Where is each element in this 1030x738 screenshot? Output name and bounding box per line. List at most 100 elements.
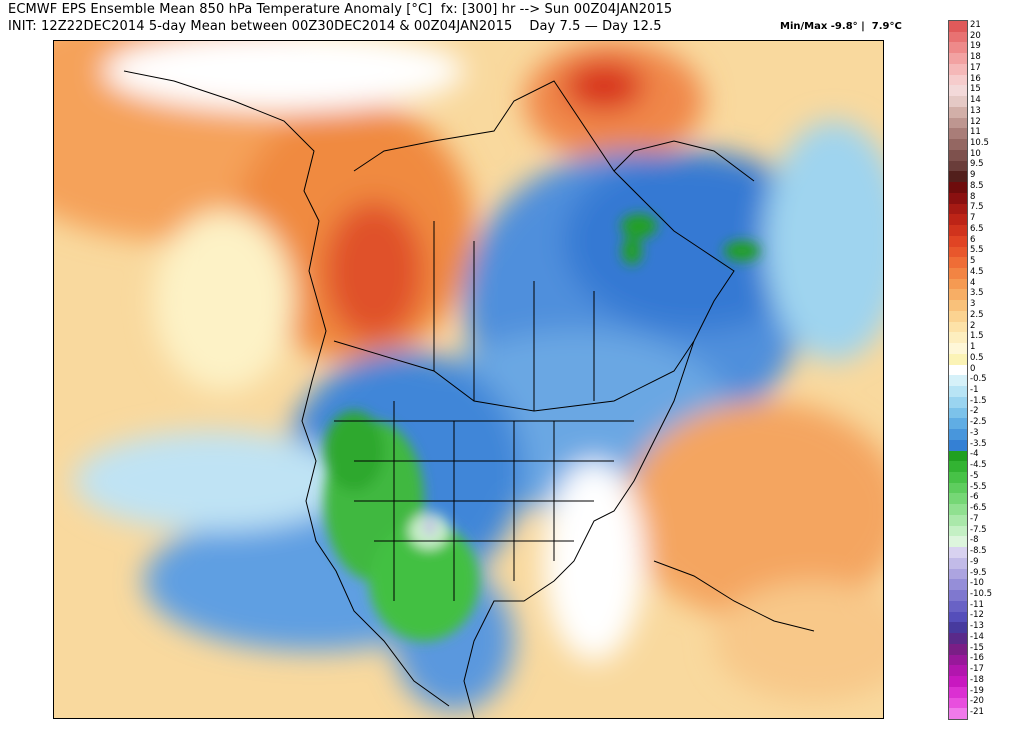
warm-core-greenland [564, 61, 644, 111]
colorbar [948, 20, 968, 720]
colorbar-label: 5 [970, 256, 976, 267]
colorbar-swatch [949, 676, 967, 688]
cold-core-hudson [564, 151, 824, 331]
colorbar-label: 5.5 [970, 245, 984, 256]
colorbar-label: -2 [970, 406, 979, 417]
colorbar-swatch [949, 461, 967, 473]
colorbar-swatch [949, 547, 967, 559]
colorbar-label: 8 [970, 191, 976, 202]
chart-title: ECMWF EPS Ensemble Mean 850 hPa Temperat… [8, 2, 673, 17]
colorbar-label: 0 [970, 363, 976, 374]
colorbar-label: -0.5 [970, 374, 987, 385]
cold-core-labrador [724, 241, 760, 261]
colorbar-swatch [949, 343, 967, 355]
cold-core-southwest-2 [369, 521, 479, 641]
colorbar-swatch [949, 96, 967, 108]
warm-anomaly-caribbean [714, 581, 883, 701]
colorbar-label: 4 [970, 277, 976, 288]
colorbar-label: 14 [970, 95, 981, 106]
cold-core-minimum [424, 516, 436, 536]
colorbar-label: -3 [970, 427, 979, 438]
colorbar-swatch [949, 160, 967, 172]
colorbar-label: 3.5 [970, 288, 984, 299]
colorbar-label: -14 [970, 631, 984, 642]
colorbar-swatch [949, 407, 967, 419]
neutral-band-arctic [104, 41, 464, 111]
colorbar-swatch [949, 63, 967, 75]
colorbar-swatch [949, 182, 967, 194]
colorbar-label: -6.5 [970, 503, 987, 514]
colorbar-swatch [949, 643, 967, 655]
colorbar-swatch [949, 557, 967, 569]
colorbar-swatch [949, 117, 967, 129]
cold-core-quebec-1 [621, 214, 657, 238]
colorbar-swatch [949, 106, 967, 118]
colorbar-label: 9.5 [970, 159, 984, 170]
colorbar-label: -5.5 [970, 481, 987, 492]
colorbar-swatch [949, 171, 967, 183]
colorbar-swatch [949, 665, 967, 677]
state-borders-horizontal [334, 420, 634, 542]
colorbar-swatch [949, 267, 967, 279]
colorbar-swatch [949, 450, 967, 462]
colorbar-swatch [949, 590, 967, 602]
colorbar-swatch [949, 53, 967, 65]
colorbar-label: 11 [970, 127, 981, 138]
colorbar-label: 2 [970, 320, 976, 331]
cold-core-quebec-2 [622, 237, 642, 265]
colorbar-swatch [949, 708, 967, 720]
colorbar-label: 19 [970, 41, 981, 52]
west-coastline [123, 70, 450, 707]
arctic-coastline [353, 80, 735, 342]
colorbar-swatch [949, 622, 967, 634]
colorbar-label: -7 [970, 513, 979, 524]
colorbar-label: -6 [970, 492, 979, 503]
colorbar-label: 21 [970, 19, 981, 30]
colorbar-swatch [949, 203, 967, 215]
colorbar-swatch [949, 321, 967, 333]
colorbar-label: -4.5 [970, 460, 987, 471]
colorbar-swatch [949, 289, 967, 301]
colorbar-label: -1 [970, 384, 979, 395]
caribbean-islands [653, 560, 815, 632]
colorbar-label: 18 [970, 52, 981, 63]
colorbar-label: -16 [970, 653, 984, 664]
colorbar-swatch [949, 139, 967, 151]
colorbar-swatch [949, 633, 967, 645]
colorbar-swatch [949, 396, 967, 408]
colorbar-swatch [949, 21, 967, 32]
colorbar-swatch [949, 278, 967, 290]
colorbar-label: 13 [970, 105, 981, 116]
colorbar-label: 8.5 [970, 180, 984, 191]
colorbar-swatch [949, 536, 967, 548]
colorbar-swatch [949, 579, 967, 591]
colorbar-swatch [949, 246, 967, 258]
colorbar-swatch [949, 493, 967, 505]
min-max-readout: Min/Max -9.8° | 7.9°C [780, 21, 902, 32]
colorbar-swatch [949, 697, 967, 709]
colorbar-label: 16 [970, 73, 981, 84]
state-borders-vertical [393, 401, 555, 601]
colorbar-label: -9 [970, 556, 979, 567]
colorbar-label: 17 [970, 62, 981, 73]
colorbar-label: 3 [970, 299, 976, 310]
colorbar-swatch [949, 42, 967, 54]
colorbar-label: -17 [970, 664, 984, 675]
neutral-band-pacific [154, 211, 294, 391]
colorbar-swatch [949, 429, 967, 441]
cool-anomaly-pacific [74, 431, 354, 531]
colorbar-swatch [949, 375, 967, 387]
colorbar-label: -20 [970, 696, 984, 707]
colorbar-swatch [949, 525, 967, 537]
colorbar-label: 20 [970, 30, 981, 41]
colorbar-label: -1.5 [970, 395, 987, 406]
colorbar-label: 10 [970, 148, 981, 159]
colorbar-swatch [949, 364, 967, 376]
colorbar-label: -21 [970, 707, 984, 718]
warm-anomaly-atlantic [624, 401, 883, 621]
map-boundaries [123, 70, 815, 718]
colorbar-swatch [949, 439, 967, 451]
chart-subtitle: INIT: 12Z22DEC2014 5-day Mean between 00… [8, 19, 662, 34]
colorbar-swatch [949, 214, 967, 226]
colorbar-swatch [949, 310, 967, 322]
